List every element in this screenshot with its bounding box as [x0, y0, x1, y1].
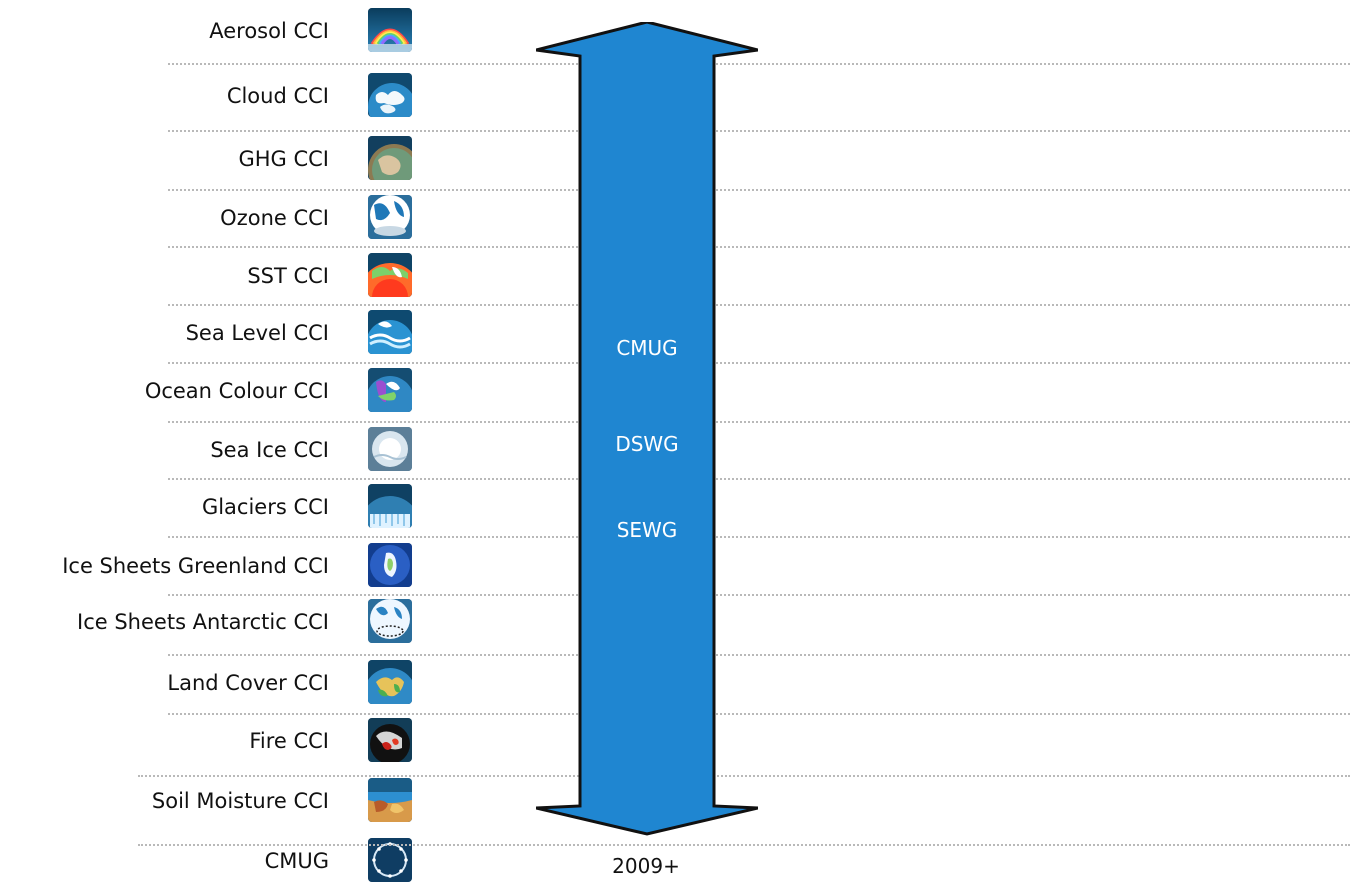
label-ghg-cci: GHG CCI — [238, 147, 329, 171]
glaciers-icon — [368, 484, 412, 528]
ice-sheets-greenland-icon — [368, 543, 412, 587]
row-separator — [168, 713, 1350, 715]
row-glaciers-cci: Glaciers CCI — [0, 482, 1354, 540]
row-ice-sheets-antarctic-cci: Ice Sheets Antarctic CCI — [0, 597, 1354, 655]
row-separator — [168, 478, 1350, 480]
row-sea-ice-cci: Sea Ice CCI — [0, 425, 1354, 483]
working-groups-arrow — [536, 22, 758, 836]
fire-icon — [368, 718, 412, 762]
label-ocean-colour-cci: Ocean Colour CCI — [144, 379, 329, 403]
label-cmug: CMUG — [264, 849, 329, 873]
sea-level-icon — [368, 310, 412, 354]
row-soil-moisture-cci: Soil Moisture CCI — [0, 776, 1354, 834]
row-land-cover-cci: Land Cover CCI — [0, 658, 1354, 716]
aerosol-icon — [368, 8, 412, 52]
ghg-icon — [368, 136, 412, 180]
label-sea-ice-cci: Sea Ice CCI — [210, 438, 329, 462]
row-separator — [168, 654, 1350, 656]
label-sea-level-cci: Sea Level CCI — [185, 321, 329, 345]
arrow-label-sewg: SEWG — [616, 518, 678, 542]
label-ice-sheets-antarctic-cci: Ice Sheets Antarctic CCI — [77, 610, 329, 634]
arrow-label-cmug: CMUG — [616, 336, 678, 360]
row-separator — [168, 421, 1350, 423]
row-sea-level-cci: Sea Level CCI — [0, 308, 1354, 366]
row-sst-cci: SST CCI — [0, 251, 1354, 309]
label-fire-cci: Fire CCI — [249, 729, 329, 753]
label-sst-cci: SST CCI — [247, 264, 329, 288]
row-ghg-cci: GHG CCI — [0, 134, 1354, 192]
label-cloud-cci: Cloud CCI — [226, 84, 329, 108]
sea-ice-icon — [368, 427, 412, 471]
row-separator — [168, 246, 1350, 248]
row-separator — [138, 775, 1350, 777]
row-ozone-cci: Ozone CCI — [0, 193, 1354, 251]
land-cover-icon — [368, 660, 412, 704]
row-separator — [168, 63, 1350, 65]
row-ice-sheets-greenland-cci: Ice Sheets Greenland CCI — [0, 541, 1354, 599]
row-cloud-cci: Cloud CCI — [0, 71, 1354, 129]
label-ice-sheets-greenland-cci: Ice Sheets Greenland CCI — [62, 554, 329, 578]
ocean-colour-icon — [368, 368, 412, 412]
row-separator — [168, 189, 1350, 191]
row-separator — [168, 304, 1350, 306]
ozone-icon — [368, 195, 412, 239]
row-fire-cci: Fire CCI — [0, 716, 1354, 774]
label-aerosol-cci: Aerosol CCI — [209, 19, 329, 43]
ice-sheets-antarctic-icon — [368, 599, 412, 643]
label-ozone-cci: Ozone CCI — [220, 206, 329, 230]
cloud-icon — [368, 73, 412, 117]
label-glaciers-cci: Glaciers CCI — [201, 495, 329, 519]
label-land-cover-cci: Land Cover CCI — [167, 671, 329, 695]
row-separator — [168, 362, 1350, 364]
arrow-shape — [536, 22, 758, 836]
arrow-label-dswg: DSWG — [615, 432, 679, 456]
sst-icon — [368, 253, 412, 297]
soil-moisture-icon — [368, 778, 412, 822]
timeline-label: 2009+ — [612, 854, 680, 878]
row-separator — [168, 130, 1350, 132]
row-aerosol-cci: Aerosol CCI — [0, 6, 1354, 64]
row-separator — [138, 844, 1350, 846]
label-soil-moisture-cci: Soil Moisture CCI — [151, 789, 329, 813]
row-separator — [168, 594, 1350, 596]
row-separator — [168, 536, 1350, 538]
row-ocean-colour-cci: Ocean Colour CCI — [0, 366, 1354, 424]
